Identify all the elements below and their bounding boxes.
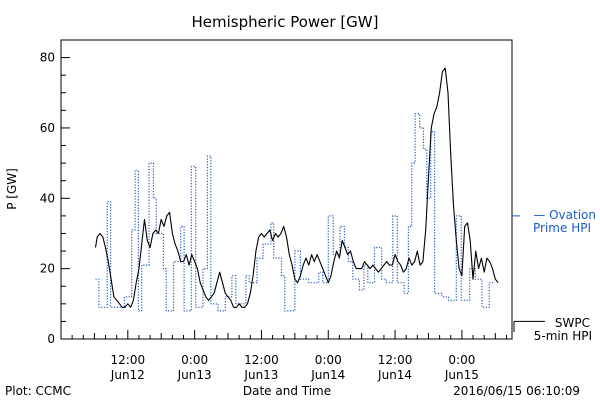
- x-tick-label-time: 12:00: [244, 353, 279, 367]
- x-tick-label-time: 12:00: [111, 353, 146, 367]
- y-tick-label: 40: [40, 191, 55, 205]
- x-tick-label-date: Jun14: [310, 368, 345, 382]
- x-tick-label-time: 0:00: [181, 353, 208, 367]
- y-axis: 0 20 40 60 80: [40, 39, 70, 346]
- y-axis-label: P [GW]: [5, 168, 19, 210]
- legend-swpc-line2: 5-min HPI: [534, 329, 592, 343]
- series-line-ovation-prime-hpi: [95, 113, 494, 312]
- series-line-swpc-hpi: [94, 67, 499, 308]
- x-axis-label: Date and Time: [243, 384, 331, 398]
- y-tick-label: 20: [40, 262, 55, 276]
- x-tick-label-date: Jun13: [243, 368, 278, 382]
- y-tick-label: 80: [40, 51, 55, 65]
- chart-title: Hemispheric Power [GW]: [192, 13, 379, 31]
- footer-plot-credit: Plot: CCMC: [5, 384, 71, 398]
- x-tick-label-time: 0:00: [448, 353, 475, 367]
- legend-swpc-line1: SWPC: [555, 316, 590, 330]
- legend-ovation-line2: Prime HPI: [533, 221, 591, 235]
- footer-timestamp: 2016/06/15 06:10:09: [453, 384, 580, 398]
- x-tick-label-date: Jun15: [444, 368, 479, 382]
- plot-frame: [60, 39, 513, 340]
- legend-ovation-line1: — Ovation: [533, 208, 596, 222]
- x-tick-label-date: Jun14: [377, 368, 412, 382]
- x-tick-label-time: 12:00: [378, 353, 413, 367]
- series-layer: [94, 67, 499, 312]
- x-tick-label-date: Jun13: [177, 368, 212, 382]
- x-tick-label-time: 0:00: [315, 353, 342, 367]
- y-tick-label: 0: [47, 332, 55, 346]
- x-tick-label-date: Jun12: [110, 368, 145, 382]
- y-tick-label: 60: [40, 121, 55, 135]
- x-axis: 12:00Jun120:00Jun1312:00Jun130:00Jun1412…: [71, 330, 507, 382]
